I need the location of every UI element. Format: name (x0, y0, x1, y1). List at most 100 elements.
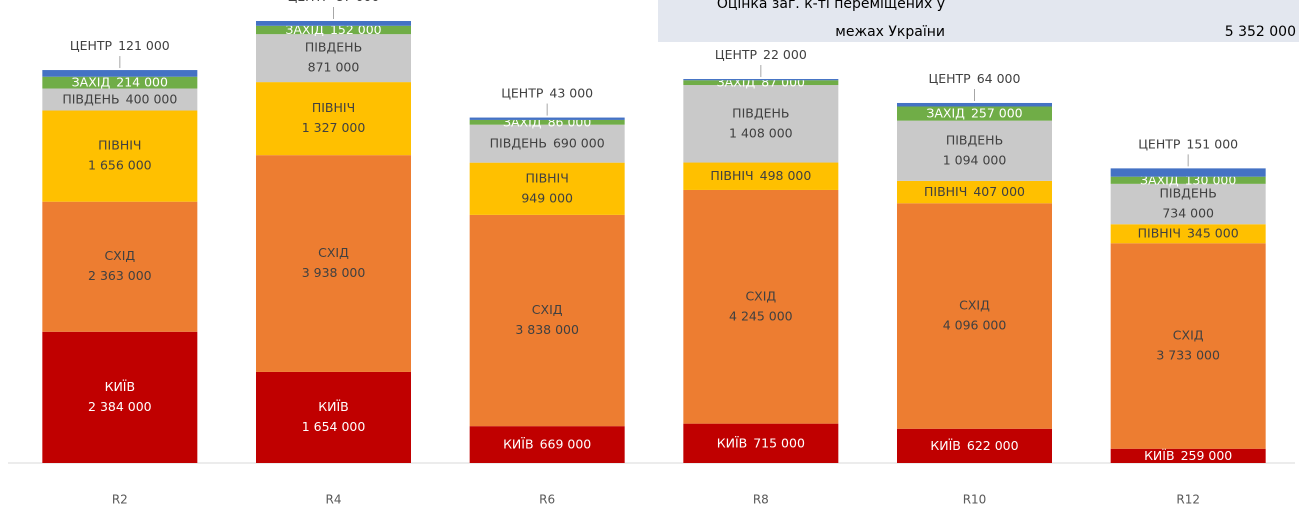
bar-segment (469, 124, 625, 163)
series-name: КИЇВ (503, 436, 534, 451)
x-tick-label: R4 (326, 493, 342, 507)
bar-segment (1110, 224, 1266, 244)
value-label: 949 000 (521, 190, 573, 205)
x-tick-label: R10 (963, 493, 987, 507)
data-label: ЗАХІД 257 000 (926, 105, 1022, 120)
bar-segment (897, 180, 1052, 204)
data-label: ЗАХІД 86 000 (503, 114, 591, 129)
value-label: 214 000 (116, 74, 168, 89)
series-name: ПІВНІЧ (924, 184, 967, 199)
data-label: ЦЕНТР 151 000 (1138, 136, 1238, 151)
data-label: ПІВНІЧ 498 000 (710, 168, 811, 183)
bar-segment (1110, 176, 1266, 184)
value-label: 1 327 000 (302, 120, 366, 135)
value-label: 1 094 000 (943, 152, 1007, 167)
value-label: 121 000 (118, 38, 170, 53)
series-name: ЦЕНТР (1138, 136, 1181, 151)
bar-segment (256, 25, 411, 35)
series-name: КИЇВ (318, 399, 349, 414)
series-name: ЗАХІД (926, 105, 965, 120)
bar-segment (256, 21, 411, 26)
series-name: ПІВНІЧ (526, 170, 569, 185)
value-label: 64 000 (977, 70, 1021, 85)
series-name: КИЇВ (1144, 447, 1175, 462)
value-label: 734 000 (1162, 206, 1214, 221)
info-line: Оцінка заг. к-ті переміщених у (717, 0, 945, 12)
bar-segment (897, 203, 1052, 429)
x-tick-label: R8 (753, 493, 769, 507)
value-label: 498 000 (760, 168, 812, 183)
series-name: СХІД (318, 245, 349, 260)
data-label: ЦЕНТР 121 000 (70, 38, 170, 53)
series-name: ЦЕНТР (715, 47, 758, 62)
value-label: 407 000 (973, 184, 1025, 199)
series-name: КИЇВ (105, 379, 136, 394)
data-label: КИЇВ 669 000 (503, 436, 591, 451)
value-label: 3 733 000 (1156, 347, 1220, 362)
bar-segment (897, 120, 1052, 181)
bar-segment (469, 117, 625, 120)
data-label: КИЇВ 622 000 (930, 437, 1018, 452)
series-name: СХІД (1173, 327, 1204, 342)
series-name: ПІВДЕНЬ (732, 105, 789, 120)
value-label: 690 000 (553, 135, 605, 150)
bar-segment (42, 201, 198, 332)
series-name: ЗАХІД (717, 74, 756, 89)
bar-segment (469, 214, 625, 427)
series-name: ЦЕНТР (929, 70, 972, 85)
x-tick-label: R6 (539, 493, 555, 507)
series-name: ЗАХІД (72, 74, 111, 89)
bar-segment (469, 119, 625, 125)
value-label: 2 363 000 (88, 268, 152, 283)
series-name: ПІВДЕНЬ (490, 135, 547, 150)
series-name: КИЇВ (930, 437, 961, 452)
series-name: ЗАХІД (503, 114, 542, 129)
series-name: СХІД (532, 302, 563, 317)
bar-segment (42, 88, 198, 111)
bar-segment (683, 79, 839, 81)
series-name: ЦЕНТР (501, 85, 544, 100)
value-label: 2 384 000 (88, 399, 152, 414)
value-label: 22 000 (763, 47, 807, 62)
series-name: ЦЕНТР (288, 0, 331, 4)
series-name: ПІВДЕНЬ (1160, 186, 1217, 201)
series-name: ЦЕНТР (70, 38, 113, 53)
bar-segment (683, 85, 839, 163)
data-label: КИЇВ 715 000 (717, 435, 805, 450)
series-name: ПІВДЕНЬ (62, 91, 119, 106)
value-label: 1 654 000 (302, 419, 366, 434)
value-label: 345 000 (1187, 225, 1239, 240)
bar-segment (683, 80, 839, 86)
data-label: ПІВНІЧ 345 000 (1138, 225, 1239, 240)
data-label: ЗАХІД 87 000 (717, 74, 805, 89)
bar-segment (42, 331, 198, 463)
bar-segment (683, 423, 839, 463)
bar-segment (683, 189, 839, 424)
value-label: 87 000 (761, 74, 805, 89)
series-name: ПІВДЕНЬ (946, 132, 1003, 147)
bar-segment (1110, 183, 1266, 225)
info-total: 5 352 000 (1225, 24, 1296, 40)
bar-segment (469, 426, 625, 463)
value-label: 871 000 (308, 60, 360, 75)
bar-segment (256, 371, 411, 463)
x-tick-label: R2 (112, 493, 128, 507)
data-label: КИЇВ 259 000 (1144, 447, 1232, 462)
info-line: межах України (835, 24, 945, 40)
value-label: 1 656 000 (88, 158, 152, 173)
data-label: ЦЕНТР 43 000 (501, 85, 593, 100)
data-label: ЦЕНТР 87 000 (288, 0, 380, 4)
data-label: ЦЕНТР 64 000 (929, 70, 1021, 85)
value-label: 86 000 (548, 114, 592, 129)
value-label: 400 000 (126, 91, 178, 106)
series-name: СХІД (745, 288, 776, 303)
series-name: СХІД (104, 248, 135, 263)
value-label: 1 408 000 (729, 125, 793, 140)
series-name: ПІВДЕНЬ (305, 40, 362, 55)
series-name: ПІВНІЧ (98, 138, 141, 153)
bar-segment (1110, 243, 1266, 449)
bar-segment (256, 82, 411, 156)
value-label: 3 838 000 (515, 322, 579, 337)
bar-segment (897, 106, 1052, 121)
bar-segment (42, 76, 198, 89)
